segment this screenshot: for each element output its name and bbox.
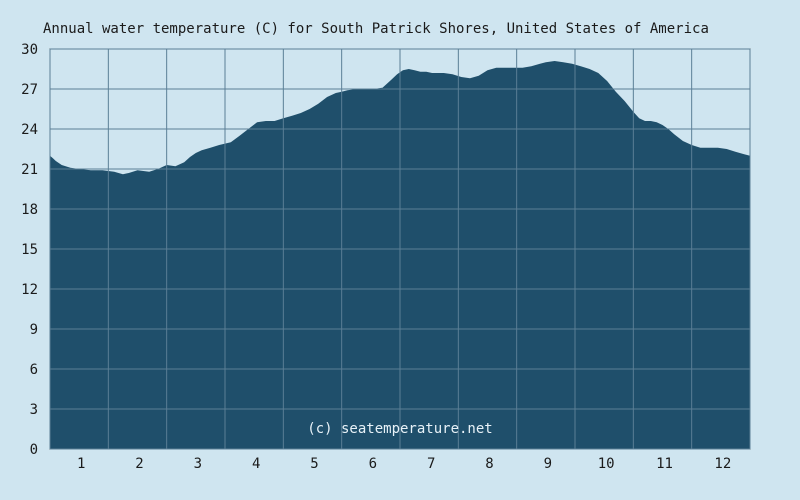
watermark: (c) seatemperature.net <box>307 421 492 437</box>
x-tick-label: 3 <box>194 456 202 472</box>
x-tick-label: 11 <box>656 456 673 472</box>
x-tick-label: 8 <box>485 456 493 472</box>
x-axis: 1 2 3 4 5 6 7 8 9 10 11 12 <box>77 456 731 472</box>
y-tick-label: 15 <box>21 242 38 258</box>
x-tick-label: 1 <box>77 456 85 472</box>
y-tick-label: 9 <box>30 322 38 338</box>
y-tick-label: 27 <box>21 82 38 98</box>
x-tick-label: 9 <box>544 456 552 472</box>
x-tick-label: 12 <box>714 456 731 472</box>
x-tick-label: 10 <box>598 456 615 472</box>
y-tick-label: 21 <box>21 162 38 178</box>
grid-lines <box>49 48 751 450</box>
y-axis: 0 3 6 9 12 15 18 21 24 27 30 <box>21 42 38 458</box>
x-tick-label: 5 <box>310 456 318 472</box>
y-tick-label: 30 <box>21 42 38 58</box>
y-tick-label: 3 <box>30 402 38 418</box>
y-tick-label: 6 <box>30 362 38 378</box>
y-tick-label: 24 <box>21 122 38 138</box>
x-tick-label: 2 <box>135 456 143 472</box>
x-tick-label: 7 <box>427 456 435 472</box>
x-tick-label: 4 <box>252 456 260 472</box>
chart-title: Annual water temperature (C) for South P… <box>43 21 709 37</box>
x-tick-label: 6 <box>369 456 377 472</box>
y-tick-label: 12 <box>21 282 38 298</box>
y-tick-label: 0 <box>30 442 38 458</box>
y-tick-label: 18 <box>21 202 38 218</box>
